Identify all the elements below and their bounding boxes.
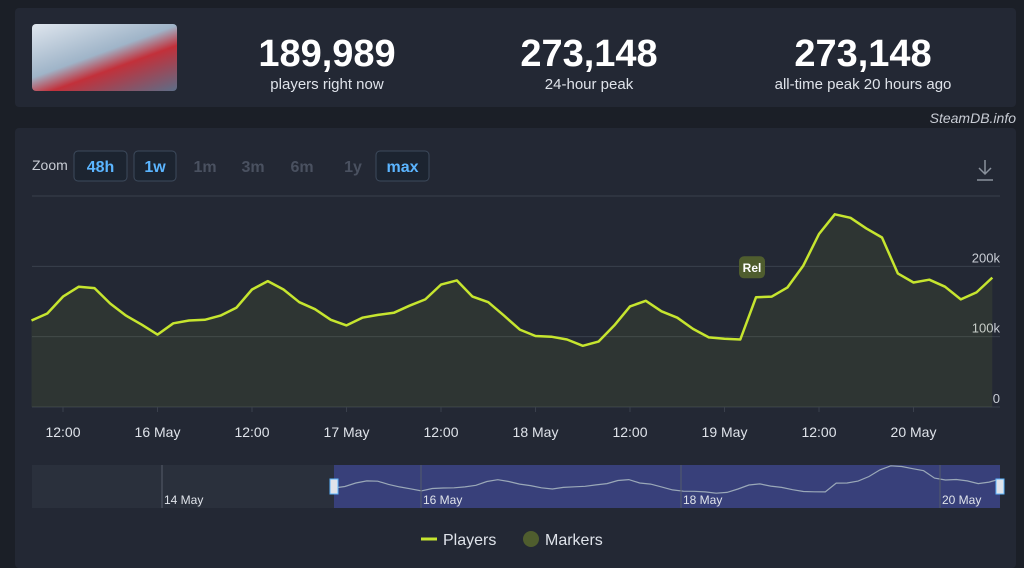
navigator-label: 14 May (164, 493, 203, 507)
y-tick-label: 100k (972, 321, 1001, 336)
zoom-button: 1y (344, 159, 362, 176)
stat: 273,148 24-hour peak (459, 34, 719, 93)
game-image (32, 24, 177, 91)
marker-label: Rel (743, 261, 762, 275)
x-tick-label: 12:00 (423, 424, 458, 440)
stat-label: all-time peak 20 hours ago (774, 76, 952, 93)
stat: 273,148 all-time peak 20 hours ago (733, 34, 993, 93)
x-tick-label: 20 May (891, 424, 937, 440)
stat-label: players right now (270, 76, 384, 93)
zoom-button: 1m (193, 159, 216, 176)
zoom-button-label: 48h (87, 159, 115, 176)
stat-label: 24-hour peak (544, 76, 634, 93)
zoom-button-label: 1w (144, 159, 166, 176)
navigator-label: 16 May (423, 493, 462, 507)
x-tick-label: 19 May (702, 424, 748, 440)
area (31, 214, 993, 407)
header: 189,989 players right now 273,148 24-hour … (15, 8, 1016, 107)
zoom-button-label: 6m (290, 159, 313, 176)
marker[interactable] (739, 256, 765, 279)
zoom-label: Zoom (32, 157, 68, 173)
x-tick-label: 12:00 (612, 424, 647, 440)
navigator-handle[interactable] (329, 478, 339, 495)
x-tick-label: 18 May (513, 424, 559, 440)
x-tick-label: 16 May (135, 424, 181, 440)
y-tick-label: 200k (972, 250, 1001, 265)
zoom-button[interactable]: 1w (133, 150, 177, 182)
zoom-button-bg (73, 150, 128, 182)
zoom-button: 3m (241, 159, 264, 176)
navigator-selection[interactable] (334, 465, 1000, 508)
navigator-line (333, 465, 1001, 494)
zoom-button-label: 1y (344, 159, 362, 176)
zoom-button-bg (375, 150, 430, 182)
x-tick-label: 12:00 (234, 424, 269, 440)
navigator-handle[interactable] (995, 478, 1005, 495)
zoom-button[interactable]: 48h (73, 150, 128, 182)
x-tick-label: 17 May (324, 424, 370, 440)
zoom-button-label: 1m (193, 159, 216, 176)
navigator-label: 18 May (683, 493, 722, 507)
zoom-button-label: max (386, 159, 418, 176)
zoom-button[interactable]: max (375, 150, 430, 182)
stat: 189,989 players right now (197, 34, 457, 93)
watermark: SteamDB.info (929, 110, 1016, 126)
download-icon[interactable] (977, 160, 993, 181)
zoom-button: 6m (290, 159, 313, 176)
line (30, 213, 994, 348)
stat-value: 273,148 (794, 33, 932, 75)
zoom-button-bg (133, 150, 177, 182)
legend-label[interactable]: Markers (545, 532, 603, 549)
zoom-button-label: 3m (241, 159, 264, 176)
navigator-label: 20 May (942, 493, 981, 507)
stat-value: 273,148 (520, 33, 658, 75)
chart: Zoom 48h 1w 1m 3m 6m 1y max 0 100k 200k 12:00 16 Ma… (30, 150, 1005, 549)
legend-swatch (523, 531, 539, 547)
legend-label[interactable]: Players (443, 532, 496, 549)
x-tick-label: 12:00 (45, 424, 80, 440)
stat-value: 189,989 (258, 33, 396, 75)
x-tick-label: 12:00 (801, 424, 836, 440)
y-tick-label: 0 (993, 391, 1000, 406)
page: 189,989 players right now 273,148 24-hour … (15, 8, 1016, 568)
